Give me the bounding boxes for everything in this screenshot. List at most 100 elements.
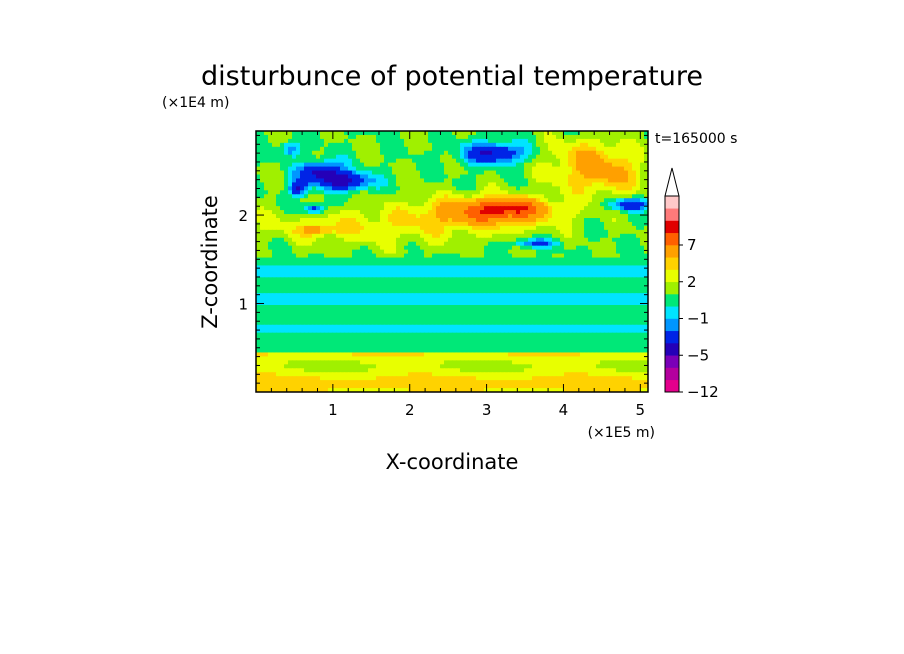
field-cell [504, 194, 509, 199]
field-cell [372, 245, 377, 251]
field-cell [608, 158, 613, 164]
field-cell [580, 150, 585, 156]
field-cell [272, 281, 277, 286]
field-cell [416, 253, 421, 259]
field-cell [612, 305, 617, 310]
field-cell [404, 273, 409, 278]
field-cell [572, 218, 577, 223]
field-cell [328, 269, 333, 274]
field-cell [440, 162, 445, 168]
field-cell [420, 261, 425, 267]
field-cell [388, 190, 393, 195]
field-cell [428, 289, 433, 294]
field-cell [436, 210, 441, 215]
field-cell [492, 214, 497, 219]
field-cell [268, 178, 273, 183]
field-cell [480, 241, 485, 247]
field-cell [436, 229, 441, 235]
field-cell [536, 289, 541, 294]
field-cell [604, 210, 609, 215]
field-cell [376, 158, 381, 164]
field-cell [620, 297, 625, 302]
field-cell [548, 221, 553, 227]
field-cell [556, 237, 561, 243]
field-cell [448, 229, 453, 235]
field-cell [264, 170, 269, 176]
field-cell [588, 131, 593, 136]
field-cell [416, 289, 421, 294]
field-cell [488, 297, 493, 302]
field-cell [596, 233, 601, 239]
field-cell [316, 218, 321, 223]
field-cell [364, 312, 369, 318]
field-cell [312, 210, 317, 215]
field-cell [332, 241, 337, 247]
field-cell [516, 186, 521, 191]
field-cell [496, 316, 501, 322]
field-cell [636, 253, 641, 259]
field-cell [272, 210, 277, 215]
field-cell [288, 186, 293, 191]
field-cell [356, 162, 361, 168]
field-cell [612, 297, 617, 302]
field-cell [332, 210, 337, 215]
field-cell [388, 138, 393, 144]
field-cell [508, 214, 513, 219]
field-cell [576, 225, 581, 231]
field-cell [336, 225, 341, 231]
field-cell [356, 154, 361, 160]
field-cell [564, 174, 569, 180]
field-cell [408, 320, 413, 326]
field-cell [444, 277, 449, 282]
field-cell [644, 316, 648, 322]
field-cell [584, 225, 589, 231]
field-cell [624, 131, 629, 136]
field-cell [492, 198, 497, 203]
field-cell [556, 312, 561, 318]
field-cell [560, 150, 565, 156]
field-cell [556, 138, 561, 144]
field-cell [336, 273, 341, 278]
field-cell [440, 194, 445, 199]
field-cell [264, 328, 269, 334]
field-cell [636, 218, 641, 223]
field-cell [480, 134, 485, 140]
field-cell [632, 301, 637, 306]
field-cell [304, 281, 309, 286]
field-cell [412, 229, 417, 235]
field-cell [256, 257, 261, 263]
field-cell [500, 237, 505, 243]
field-cell [624, 202, 629, 207]
field-cell [500, 253, 505, 259]
field-cell [464, 324, 469, 330]
field-cell [632, 142, 637, 148]
field-cell [500, 320, 505, 326]
field-cell [372, 265, 377, 270]
field-cell [532, 269, 537, 274]
field-cell [460, 265, 465, 270]
field-cell [324, 178, 329, 183]
field-cell [316, 229, 321, 235]
field-cell [568, 229, 573, 235]
field-cell [596, 162, 601, 168]
field-cell [476, 210, 481, 215]
field-cell [480, 289, 485, 294]
field-cell [476, 261, 481, 267]
field-cell [548, 138, 553, 144]
field-cell [516, 237, 521, 243]
field-cell [556, 229, 561, 235]
field-cell [564, 289, 569, 294]
field-cell [376, 150, 381, 156]
field-cell [280, 158, 285, 164]
field-cell [292, 289, 297, 294]
field-cell [272, 245, 277, 251]
field-cell [640, 237, 645, 243]
field-cell [416, 237, 421, 243]
field-cell [288, 170, 293, 176]
field-cell [536, 328, 541, 334]
field-cell [632, 328, 637, 334]
field-cell [324, 293, 329, 298]
field-cell [476, 328, 481, 334]
field-cell [556, 289, 561, 294]
field-cell [452, 131, 457, 136]
